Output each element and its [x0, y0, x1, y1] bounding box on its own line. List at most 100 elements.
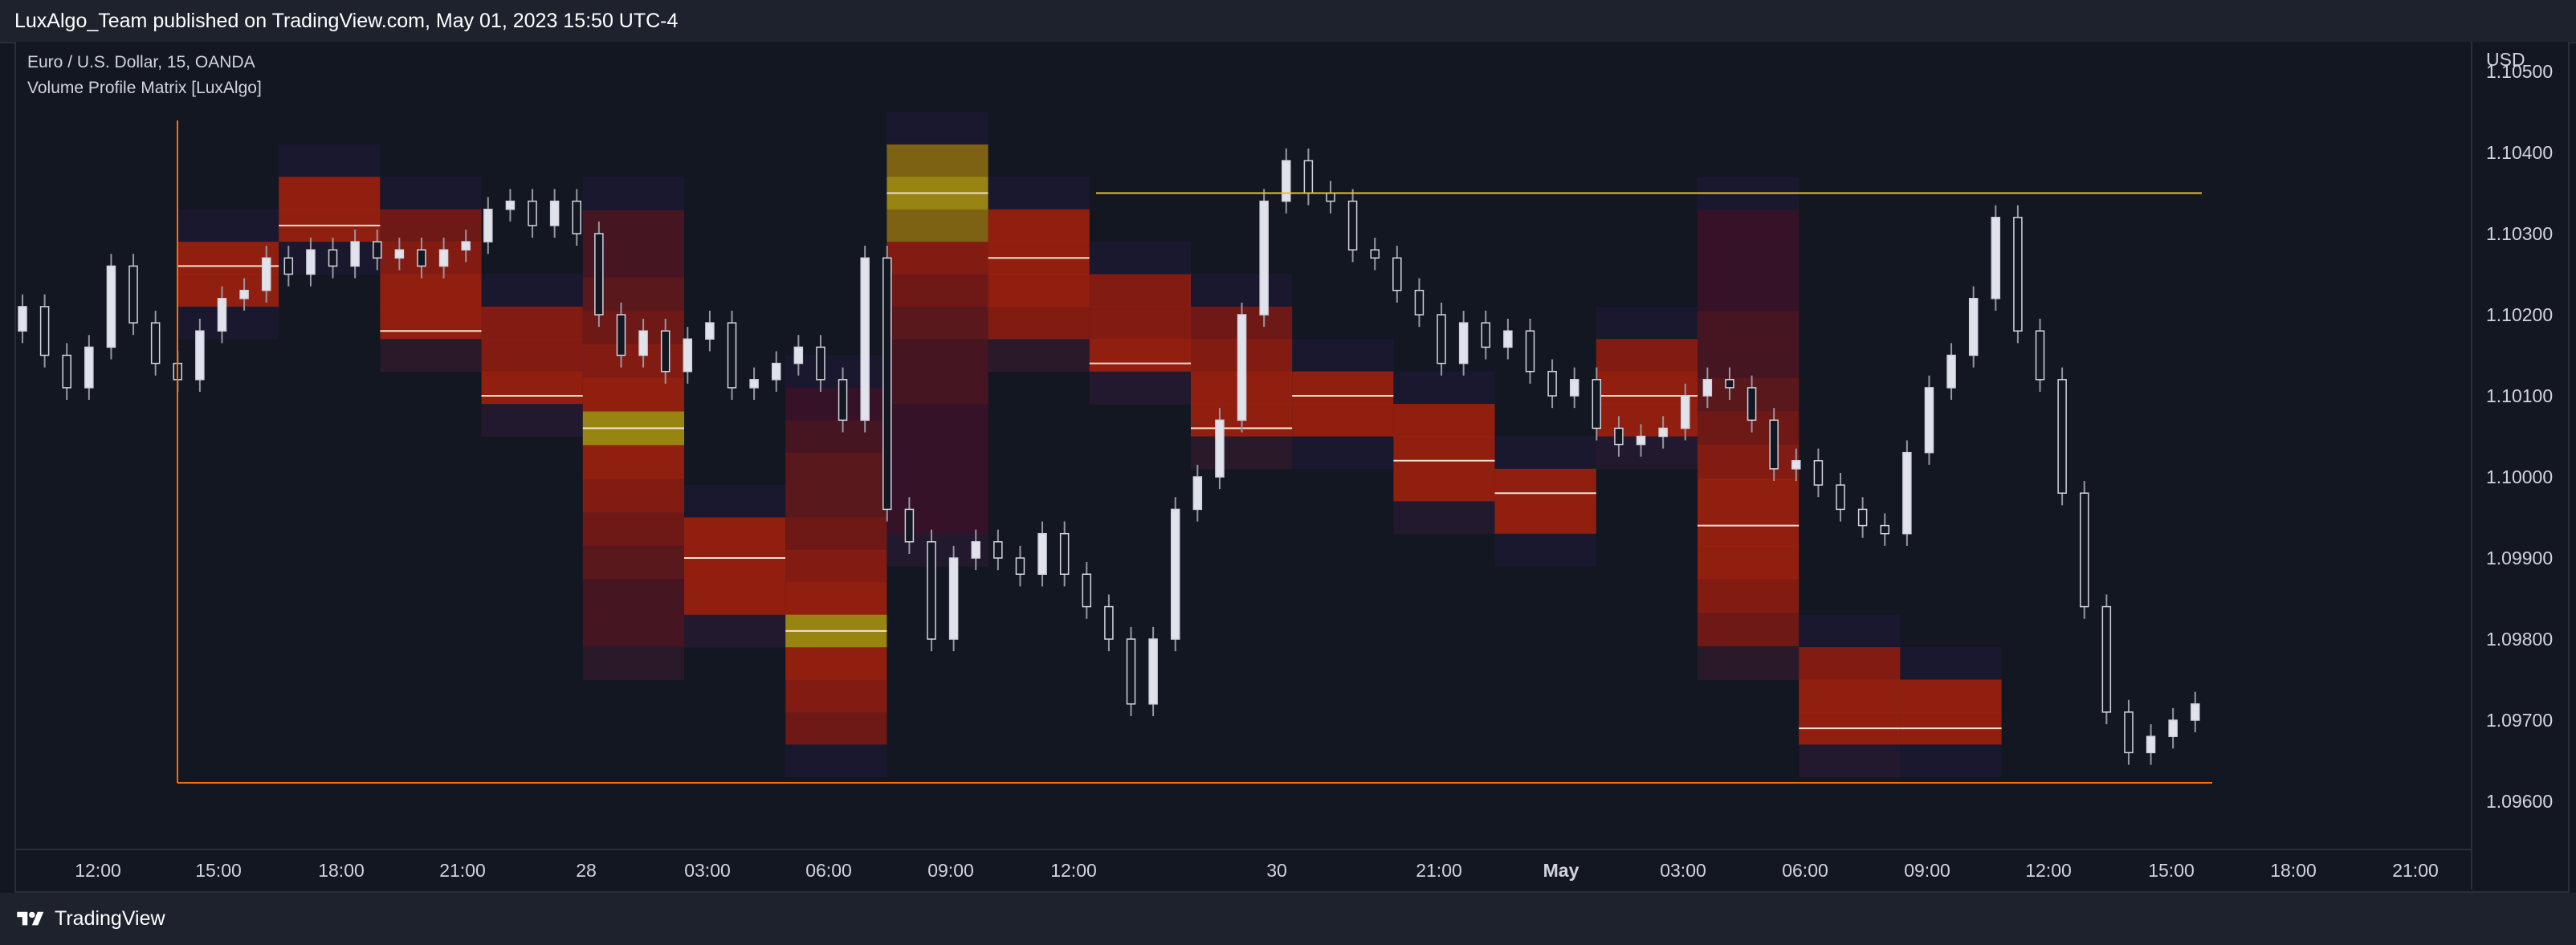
price-tick-label: 1.10100 [2486, 385, 2553, 406]
profile-cell [279, 177, 381, 210]
price-tick-label: 1.10000 [2486, 466, 2553, 487]
time-tick-label: 15:00 [2148, 860, 2195, 881]
indicator-legend[interactable]: Volume Profile Matrix [LuxAlgo] [27, 79, 262, 97]
profile-cell [1393, 501, 1495, 535]
time-tick-label: 03:00 [1660, 860, 1706, 881]
tradingview-logo[interactable]: TradingView [14, 907, 165, 931]
candle-up [505, 200, 516, 210]
profile-cell [1698, 445, 1800, 479]
profile-cell [988, 274, 1090, 308]
candle-up [1636, 435, 1646, 446]
candle-down [1414, 289, 1425, 316]
profile-cell [1799, 679, 1901, 713]
candle-up [971, 541, 980, 559]
profile-cell [887, 468, 988, 502]
profile-cell [582, 177, 684, 211]
candle-up [1170, 508, 1180, 640]
profile-cell [1089, 306, 1191, 340]
profile-cell [684, 614, 786, 648]
price-tick-label: 1.10400 [2486, 142, 2553, 163]
profile-cell [785, 517, 887, 551]
profile-cell [1292, 339, 1394, 373]
price-tick-label: 1.09800 [2486, 629, 2553, 650]
profile-cell [582, 646, 684, 680]
profile-cell [887, 404, 988, 437]
profile-cell [887, 112, 988, 145]
candle-down [727, 322, 737, 389]
candle-down [1725, 379, 1734, 389]
profile-cell [887, 339, 988, 373]
time-tick-label: 12:00 [1050, 860, 1097, 881]
profile-cell [582, 545, 684, 580]
candle-down [816, 346, 825, 381]
candle-up [1503, 330, 1513, 348]
candle-down [616, 314, 626, 356]
candle-up [749, 379, 759, 389]
candle-up [239, 289, 249, 299]
time-tick-label: 12:00 [2025, 860, 2072, 881]
time-tick-label: 21:00 [439, 860, 486, 881]
profile-cell [481, 274, 583, 308]
candle-up [1259, 200, 1269, 316]
candle-up [1681, 395, 1690, 430]
profile-cell [887, 274, 988, 308]
candle-down [1525, 330, 1535, 373]
time-tick-label: 21:00 [1416, 860, 1462, 881]
candle-up [638, 330, 648, 356]
price-tick-label: 1.10200 [2486, 304, 2553, 325]
candle-down [993, 541, 1003, 559]
profile-cell [1089, 242, 1191, 275]
profile-cell [1393, 468, 1495, 502]
candle-up [84, 346, 94, 389]
candle-down [128, 265, 138, 324]
profile-cell [1191, 274, 1293, 308]
time-tick-label: 06:00 [1782, 860, 1828, 881]
profile-cell [988, 339, 1090, 373]
candle-down [1437, 314, 1446, 365]
profile-cell [1698, 545, 1800, 580]
profile-cell [582, 445, 684, 479]
profile-cell [785, 647, 887, 680]
candle-down [1481, 322, 1491, 348]
candle-down [660, 330, 670, 373]
candle-up [1237, 314, 1247, 422]
profile-cell [177, 306, 279, 340]
candle-down [1370, 249, 1380, 259]
candle-down [572, 200, 581, 234]
candle-up [1702, 379, 1713, 397]
profile-cell [1900, 679, 2002, 713]
profile-cell [785, 679, 887, 713]
candle-up [261, 257, 271, 291]
profile-cell [1292, 404, 1394, 437]
price-tick-label: 1.10500 [2486, 61, 2553, 82]
candle-down [328, 249, 338, 267]
profile-cell [887, 501, 988, 535]
candle-up [350, 241, 360, 267]
profile-cell [988, 306, 1090, 340]
time-tick-label: 09:00 [927, 860, 974, 881]
candle-up [1148, 638, 1158, 705]
candle-down [838, 379, 848, 422]
candle-up [2168, 719, 2178, 737]
profile-cell [887, 209, 988, 242]
profile-cell [785, 711, 887, 745]
symbol-legend[interactable]: Euro / U.S. Dollar, 15, OANDA [27, 53, 255, 71]
profile-cell [785, 549, 887, 583]
candle-down [1392, 257, 1402, 291]
candle-down [373, 241, 382, 259]
candle-up [860, 257, 870, 422]
time-tick-label: 21:00 [2392, 860, 2439, 881]
profile-cell [1596, 404, 1698, 437]
profile-cell [1089, 371, 1191, 405]
profile-cell [785, 582, 887, 616]
time-tick-label: 15:00 [195, 860, 242, 881]
candle-down [1126, 638, 1136, 705]
profile-cell [380, 306, 482, 340]
price-tick-label: 1.09900 [2486, 548, 2553, 568]
candle-up [18, 306, 27, 332]
candle-down [2035, 330, 2045, 381]
candle-up [1458, 322, 1469, 365]
profile-cell [1900, 647, 2002, 680]
profile-cell [1191, 436, 1293, 470]
